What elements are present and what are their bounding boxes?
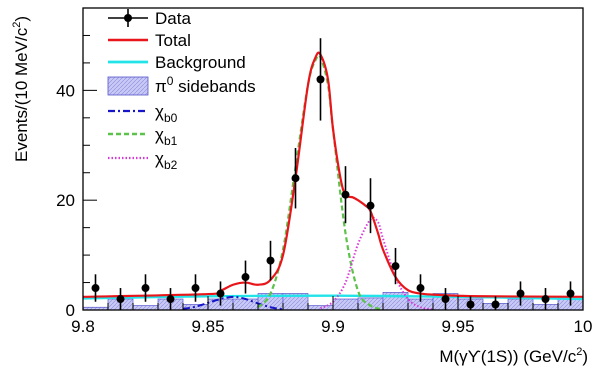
- data-point: [466, 300, 475, 309]
- data-point: [116, 295, 125, 304]
- total-curve: [82, 51, 584, 298]
- legend-item-chib0: χb0: [108, 102, 178, 125]
- legend-item-data: Data: [108, 9, 191, 28]
- data-point: [291, 174, 300, 183]
- legend-item-total: Total: [108, 31, 191, 50]
- legend-label-data: Data: [155, 9, 191, 28]
- background-curve: [82, 294, 584, 301]
- legend-label-total: Total: [155, 31, 191, 50]
- data-point: [366, 201, 375, 210]
- legend-label-chib2: χb2: [155, 149, 178, 172]
- data-point: [316, 75, 325, 84]
- sideband-bar: [232, 298, 259, 311]
- data-point: [416, 284, 425, 293]
- data-point: [341, 190, 350, 199]
- legend-label-chib1: χb1: [155, 125, 178, 148]
- y-axis-title: Events/(10 MeV/c2): [11, 16, 31, 162]
- data-point: [516, 289, 525, 298]
- x-tick-label: 9.85: [191, 317, 224, 336]
- data-point: [166, 295, 175, 304]
- sideband-bar: [132, 305, 159, 311]
- data-point: [91, 284, 100, 293]
- data-point: [541, 295, 550, 304]
- x-tick-label: 9.95: [441, 317, 474, 336]
- data-point: [441, 295, 450, 304]
- axis-ticks: 9.8 9.85 9.9 9.95 10 0 20 40: [56, 7, 593, 336]
- y-tick-label: 40: [56, 81, 75, 100]
- legend-label-sidebands: π0 sidebands: [155, 74, 256, 96]
- data-point: [241, 273, 250, 282]
- data-point: [391, 262, 400, 271]
- data-point: [566, 289, 575, 298]
- chib2-curve: [320, 216, 434, 311]
- legend-label-background: Background: [155, 53, 246, 72]
- x-axis-title: M(γϒ(1S)) (GeV/c2): [439, 346, 588, 366]
- y-tick-label: 0: [66, 301, 75, 320]
- x-tick-label: 9.8: [71, 317, 95, 336]
- data-point: [266, 256, 275, 265]
- data-point: [191, 284, 200, 293]
- legend-item-background: Background: [108, 53, 246, 72]
- legend-label-chib0: χb0: [155, 102, 178, 125]
- legend-item-chib2: χb2: [108, 149, 178, 172]
- x-tick-label: 9.9: [321, 317, 345, 336]
- legend-item-chib1: χb1: [108, 125, 178, 148]
- data-point: [491, 300, 500, 309]
- legend-sidebands-swatch: [107, 76, 149, 96]
- curves: [82, 51, 584, 311]
- legend-data-marker: [124, 14, 132, 22]
- legend-item-sidebands: π0 sidebands: [107, 74, 256, 96]
- y-tick-label: 20: [56, 191, 75, 210]
- sideband-bar: [332, 298, 359, 311]
- data-point: [141, 284, 150, 293]
- data-points: [91, 38, 575, 310]
- x-tick-label: 10: [574, 317, 593, 336]
- chib0-curve: [182, 295, 284, 311]
- data-point: [216, 289, 225, 298]
